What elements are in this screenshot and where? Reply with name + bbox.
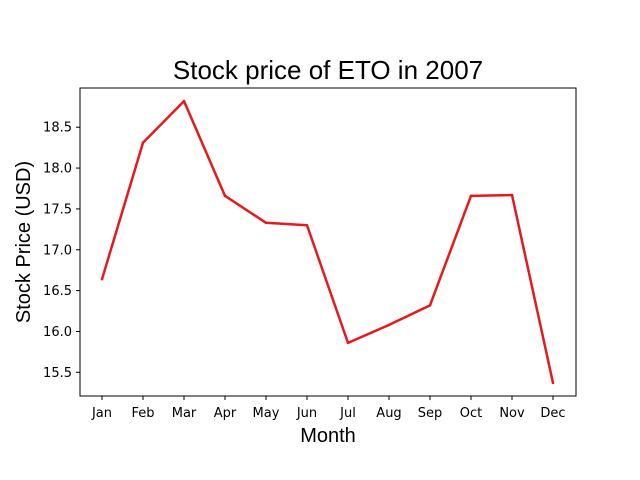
x-tick-label: May	[253, 406, 280, 421]
chart-title: Stock price of ETO in 2007	[173, 55, 483, 85]
y-tick-label: 16.5	[43, 284, 72, 299]
data-point	[182, 99, 186, 103]
data-point	[305, 223, 309, 227]
x-tick-label: Oct	[460, 406, 482, 421]
y-axis-title: Stock Price (USD)	[13, 161, 35, 323]
x-tick-label: Sep	[418, 406, 443, 421]
data-point	[223, 194, 227, 198]
y-tick-label: 17.5	[43, 202, 72, 217]
y-tick-label: 18.5	[43, 121, 72, 136]
x-axis-title: Month	[300, 425, 356, 447]
data-point	[141, 141, 145, 145]
data-point	[551, 381, 555, 385]
y-axis: 15.5 16.0 16.5 17.0 17.5 18.0 18.5	[43, 121, 80, 381]
x-tick-label: Jan	[91, 406, 112, 421]
data-point	[264, 221, 268, 225]
data-point	[387, 323, 391, 327]
x-tick-label: Jun	[296, 406, 317, 421]
data-point	[510, 193, 514, 197]
x-tick-label: Apr	[214, 406, 237, 421]
data-point	[346, 341, 350, 345]
data-point	[469, 194, 473, 198]
x-tick-label: Feb	[131, 406, 154, 421]
y-tick-label: 15.5	[43, 366, 72, 381]
data-point	[428, 304, 432, 307]
x-tick-label: Jul	[339, 406, 356, 421]
x-tick-label: Aug	[376, 406, 401, 421]
x-axis: Jan Feb Mar Apr May Jun Jul Aug Sep Oct Nov Dec	[91, 396, 566, 421]
series-line	[100, 99, 555, 384]
x-tick-label: Mar	[172, 406, 197, 421]
series-layer	[100, 99, 555, 385]
y-tick-label: 16.0	[43, 325, 72, 340]
y-tick-label: 17.0	[43, 243, 72, 258]
y-tick-label: 18.0	[43, 162, 72, 177]
x-tick-label: Dec	[540, 406, 565, 421]
plot-area-frame	[79, 87, 577, 397]
x-tick-label: Nov	[499, 406, 525, 421]
data-point	[100, 277, 104, 281]
